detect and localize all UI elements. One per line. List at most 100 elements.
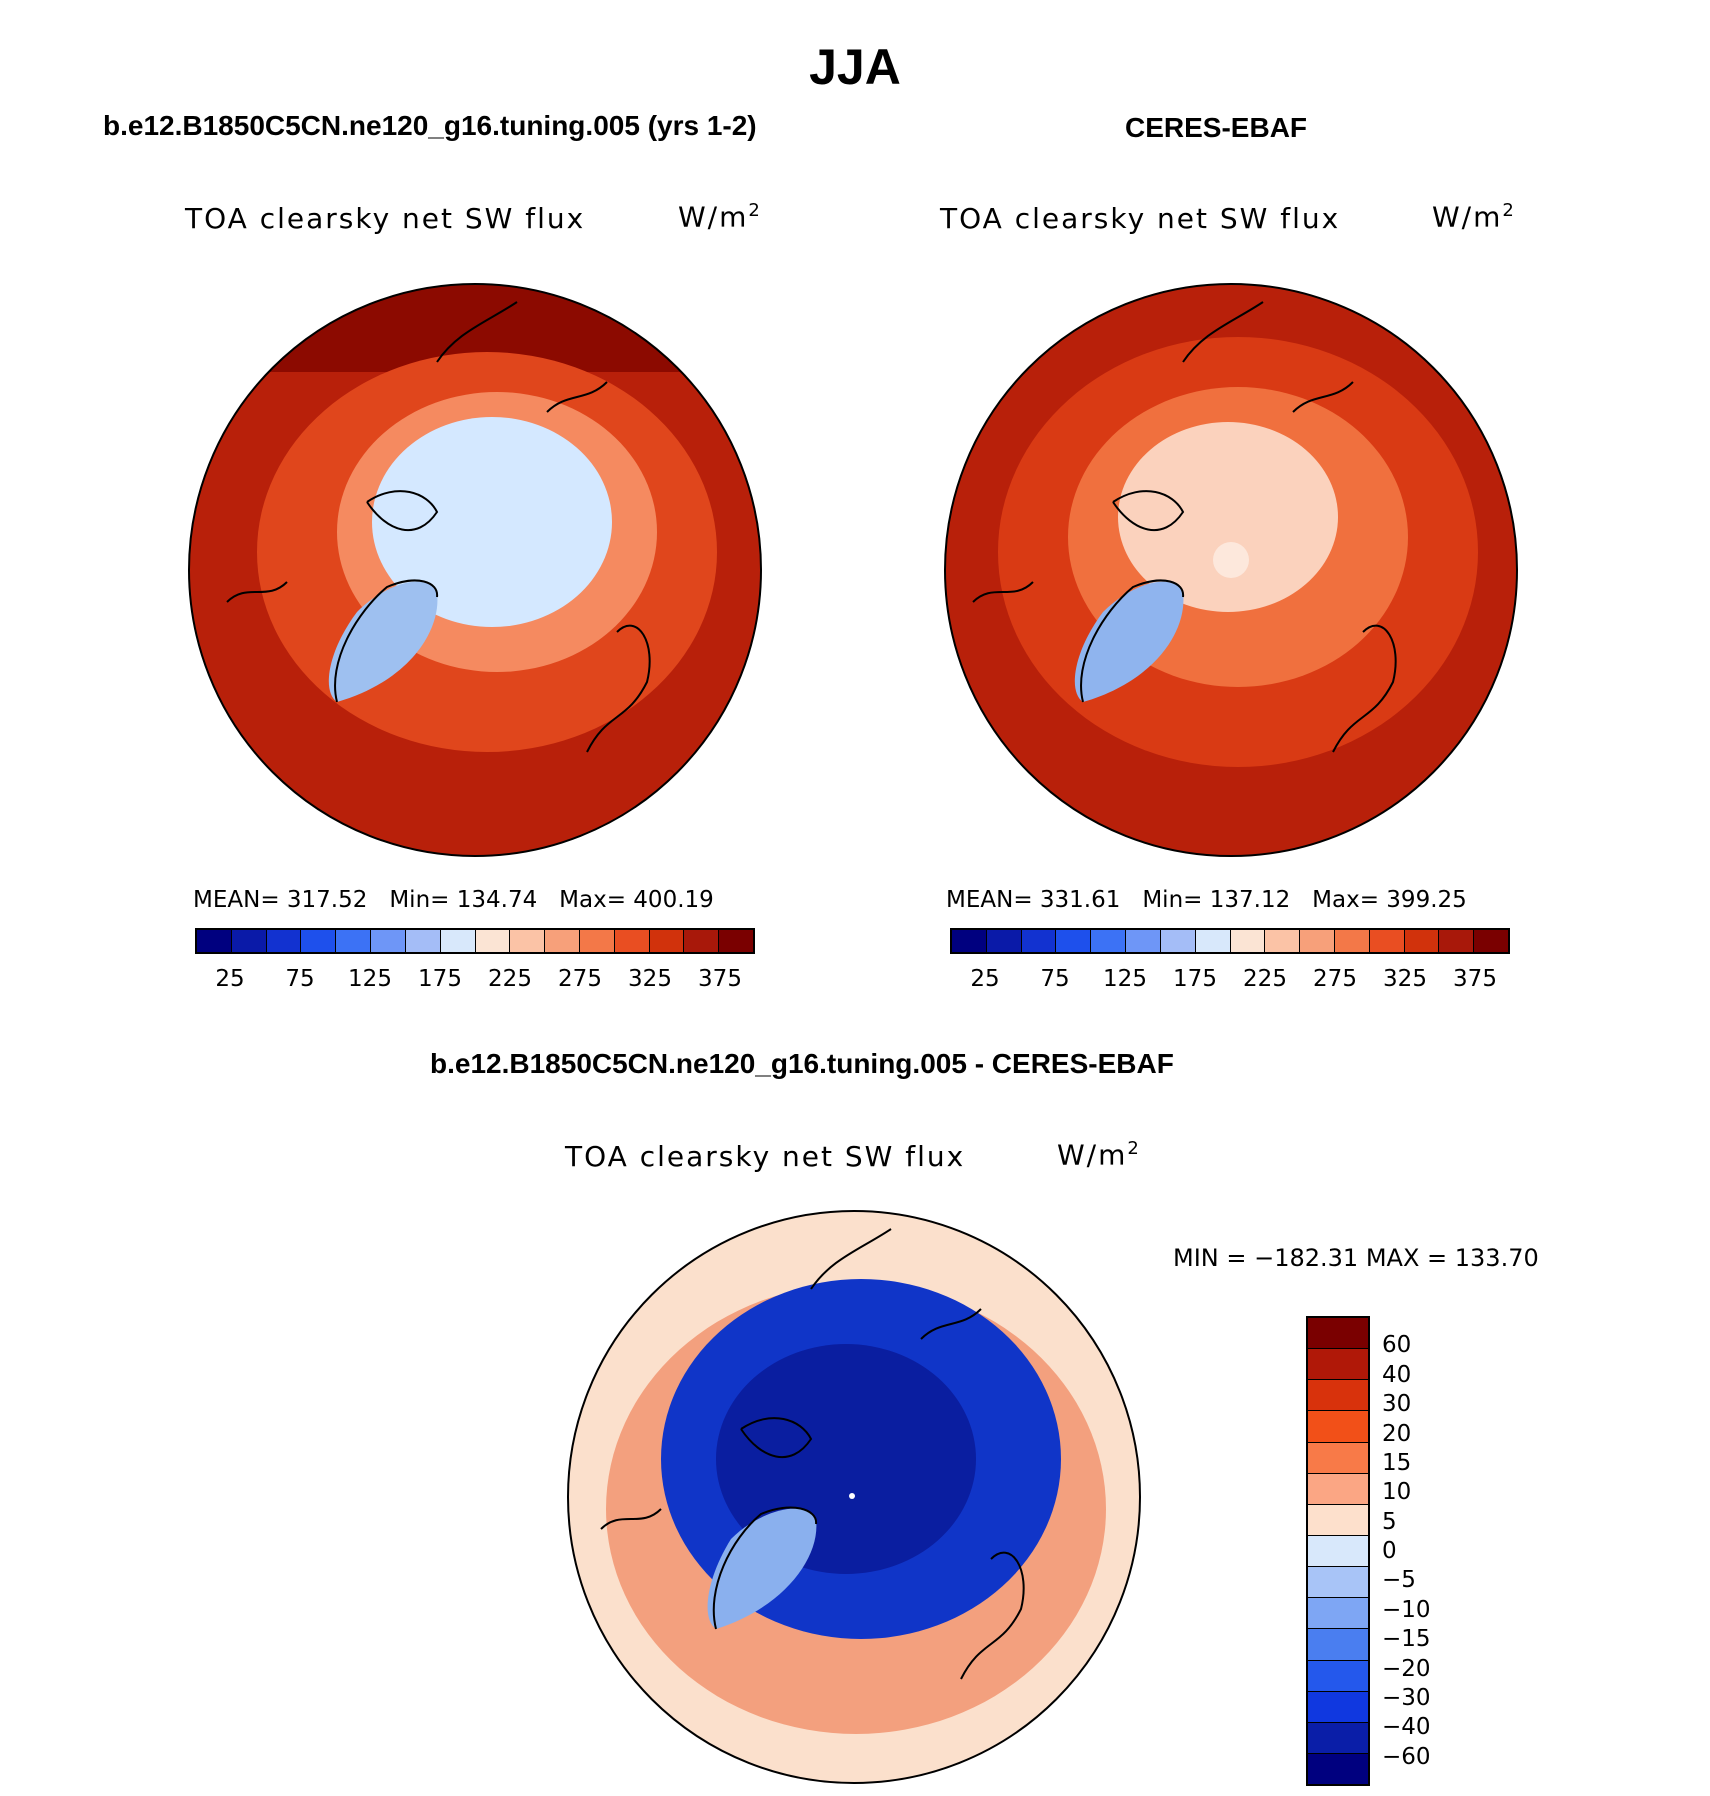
panel2-colorbar-swatch bbox=[1126, 930, 1161, 952]
panel2-colorbar-swatch bbox=[986, 930, 1022, 952]
panel1-colorbar-swatch bbox=[579, 930, 615, 952]
panel1-colorbar-swatch bbox=[719, 930, 753, 952]
diff-colorbar-swatch bbox=[1308, 1660, 1368, 1692]
panel1-colorbar-tick-label: 225 bbox=[488, 966, 532, 992]
season-title: JJA bbox=[809, 39, 901, 95]
panel2-colorbar-swatch bbox=[1439, 930, 1475, 952]
diff-colorbar-tick-label: −60 bbox=[1382, 1743, 1431, 1770]
panel2-colorbar-swatch bbox=[1021, 930, 1057, 952]
diff-colorbar-tick-label: −40 bbox=[1382, 1714, 1431, 1741]
panel2-colorbar-swatch bbox=[952, 930, 987, 952]
diff-colorbar-swatch bbox=[1308, 1535, 1368, 1568]
diff-minmax: MIN = −182.31 MAX = 133.70 bbox=[1173, 1244, 1539, 1272]
diff-colorbar-tick-label: −20 bbox=[1382, 1655, 1431, 1682]
panel2-case-title: CERES-EBAF bbox=[1125, 112, 1308, 143]
panel2-colorbar bbox=[950, 928, 1510, 954]
panel2-variable-title: TOA clearsky net SW flux bbox=[940, 202, 1341, 235]
panel2-colorbar-tick-label: 125 bbox=[1103, 966, 1147, 992]
panel2-colorbar-swatch bbox=[1195, 930, 1231, 952]
diff-variable-title: TOA clearsky net SW flux bbox=[565, 1140, 966, 1173]
diff-colorbar-swatch bbox=[1308, 1349, 1368, 1381]
panel1-colorbar bbox=[195, 928, 755, 954]
panel1-colorbar-swatch bbox=[405, 930, 441, 952]
panel2-colorbar-swatch bbox=[1056, 930, 1092, 952]
panel1-max-value: 400.19 bbox=[633, 887, 714, 913]
panel2-colorbar-swatch bbox=[1334, 930, 1370, 952]
diff-colorbar-swatch bbox=[1308, 1598, 1368, 1630]
panel1-colorbar-tick-label: 375 bbox=[698, 966, 742, 992]
panel1-colorbar-swatch bbox=[197, 930, 232, 952]
diff-colorbar-swatch bbox=[1308, 1629, 1368, 1661]
diff-colorbar-tick-label: 60 bbox=[1382, 1332, 1412, 1359]
panel1-polar-map bbox=[188, 283, 762, 857]
panel1-colorbar-swatch bbox=[440, 930, 476, 952]
panel1-colorbar-labels: 25 75 125 175 225 275 325 375 bbox=[195, 966, 755, 996]
diff-colorbar-swatch bbox=[1308, 1691, 1368, 1723]
panel2-colorbar-swatch bbox=[1160, 930, 1196, 952]
panel2-colorbar-tick-label: 175 bbox=[1173, 966, 1217, 992]
panel2-colorbar-swatch bbox=[1300, 930, 1335, 952]
panel1-colorbar-swatch bbox=[301, 930, 337, 952]
diff-units: W/m2 bbox=[1057, 1138, 1141, 1172]
panel1-colorbar-swatch bbox=[684, 930, 720, 952]
panel1-colorbar-swatch bbox=[545, 930, 580, 952]
diff-colorbar-swatch bbox=[1308, 1473, 1368, 1505]
panel2-colorbar-swatch bbox=[1474, 930, 1508, 952]
panel1-colorbar-swatch bbox=[510, 930, 546, 952]
panel1-colorbar-swatch bbox=[475, 930, 511, 952]
panel1-colorbar-swatch bbox=[614, 930, 650, 952]
panel2-colorbar-labels: 25 75 125 175 225 275 325 375 bbox=[950, 966, 1510, 996]
diff-colorbar-tick-label: −10 bbox=[1382, 1596, 1431, 1623]
panel2-colorbar-tick-label: 25 bbox=[970, 966, 1000, 992]
panel2-min-value: 137.12 bbox=[1209, 887, 1291, 913]
panel1-variable-title: TOA clearsky net SW flux bbox=[185, 202, 586, 235]
panel2-colorbar-tick-label: 375 bbox=[1453, 966, 1497, 992]
panel1-stats: MEAN= 317.52 Min= 134.74 Max= 400.19 bbox=[193, 887, 714, 913]
panel1-units: W/m2 bbox=[678, 200, 762, 234]
diff-colorbar-swatch bbox=[1308, 1753, 1368, 1785]
diff-colorbar-tick-label: 10 bbox=[1382, 1479, 1412, 1506]
panel1-colorbar-swatch bbox=[231, 930, 267, 952]
diff-colorbar-tick-label: −15 bbox=[1382, 1626, 1431, 1653]
panel2-max-value: 399.25 bbox=[1386, 887, 1467, 913]
panel1-colorbar-tick-label: 75 bbox=[285, 966, 315, 992]
panel2-polar-map bbox=[944, 283, 1518, 857]
panel2-colorbar-tick-label: 275 bbox=[1313, 966, 1357, 992]
panel1-colorbar-tick-label: 325 bbox=[628, 966, 672, 992]
panel1-colorbar-tick-label: 275 bbox=[558, 966, 602, 992]
diff-colorbar-labels: 60 40 30 20 15 10 5 0 −5 −10 −15 −20 −30 −40 −60 bbox=[1382, 1316, 1462, 1786]
panel1-colorbar-tick-label: 175 bbox=[418, 966, 462, 992]
diff-colorbar bbox=[1306, 1316, 1370, 1786]
diff-colorbar-tick-label: −5 bbox=[1382, 1567, 1416, 1594]
diff-colorbar-tick-label: 15 bbox=[1382, 1449, 1412, 1476]
diff-colorbar-tick-label: 5 bbox=[1382, 1508, 1397, 1535]
panel1-min-value: 134.74 bbox=[456, 887, 538, 913]
diff-colorbar-swatch bbox=[1308, 1722, 1368, 1754]
diff-colorbar-tick-label: 0 bbox=[1382, 1538, 1397, 1564]
panel1-colorbar-tick-label: 125 bbox=[348, 966, 392, 992]
diff-colorbar-tick-label: 30 bbox=[1382, 1391, 1412, 1418]
panel2-colorbar-swatch bbox=[1230, 930, 1266, 952]
diff-colorbar-swatch bbox=[1308, 1318, 1368, 1350]
panel2-colorbar-tick-label: 325 bbox=[1383, 966, 1427, 992]
diff-colorbar-tick-label: 40 bbox=[1382, 1361, 1412, 1388]
diff-colorbar-tick-label: 20 bbox=[1382, 1420, 1412, 1447]
panel2-colorbar-swatch bbox=[1091, 930, 1127, 952]
panel2-colorbar-swatch bbox=[1369, 930, 1405, 952]
panel2-mean-value: 331.61 bbox=[1039, 887, 1121, 913]
panel1-mean-value: 317.52 bbox=[286, 887, 368, 913]
panel2-colorbar-swatch bbox=[1265, 930, 1301, 952]
diff-colorbar-swatch bbox=[1308, 1411, 1368, 1443]
diff-colorbar-tick-label: −30 bbox=[1382, 1684, 1431, 1711]
diff-colorbar-swatch bbox=[1308, 1504, 1368, 1536]
panel2-colorbar-tick-label: 225 bbox=[1243, 966, 1287, 992]
panel2-units: W/m2 bbox=[1432, 200, 1516, 234]
diff-case-title: b.e12.B1850C5CN.ne120_g16.tuning.005 - C… bbox=[430, 1048, 1174, 1079]
panel1-colorbar-swatch bbox=[266, 930, 302, 952]
panel2-stats: MEAN= 331.61 Min= 137.12 Max= 399.25 bbox=[946, 887, 1467, 913]
panel1-case-title: b.e12.B1850C5CN.ne120_g16.tuning.005 (yr… bbox=[103, 110, 757, 141]
diff-colorbar-swatch bbox=[1308, 1380, 1368, 1412]
panel2-colorbar-swatch bbox=[1404, 930, 1440, 952]
diff-polar-map bbox=[567, 1210, 1141, 1784]
panel2-colorbar-tick-label: 75 bbox=[1040, 966, 1070, 992]
